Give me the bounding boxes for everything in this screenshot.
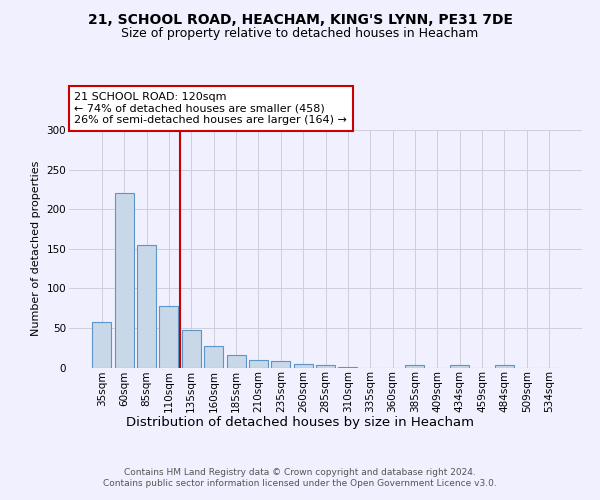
Bar — [182, 330, 201, 368]
Bar — [293, 364, 313, 368]
Text: 21, SCHOOL ROAD, HEACHAM, KING'S LYNN, PE31 7DE: 21, SCHOOL ROAD, HEACHAM, KING'S LYNN, P… — [88, 12, 512, 26]
Bar — [137, 245, 156, 368]
Bar — [249, 360, 268, 368]
Bar — [271, 361, 290, 368]
Text: Size of property relative to detached houses in Heacham: Size of property relative to detached ho… — [121, 28, 479, 40]
Text: 21 SCHOOL ROAD: 120sqm
← 74% of detached houses are smaller (458)
26% of semi-de: 21 SCHOOL ROAD: 120sqm ← 74% of detached… — [74, 92, 347, 125]
Bar — [92, 322, 112, 368]
Bar — [450, 365, 469, 368]
Bar — [406, 365, 424, 368]
Bar — [160, 306, 178, 368]
Bar — [338, 366, 358, 368]
Bar — [115, 194, 134, 368]
Bar — [227, 355, 245, 368]
Bar — [316, 365, 335, 368]
Bar — [495, 365, 514, 368]
Bar — [204, 346, 223, 368]
Text: Contains HM Land Registry data © Crown copyright and database right 2024.
Contai: Contains HM Land Registry data © Crown c… — [103, 468, 497, 487]
Text: Distribution of detached houses by size in Heacham: Distribution of detached houses by size … — [126, 416, 474, 429]
Y-axis label: Number of detached properties: Number of detached properties — [31, 161, 41, 336]
